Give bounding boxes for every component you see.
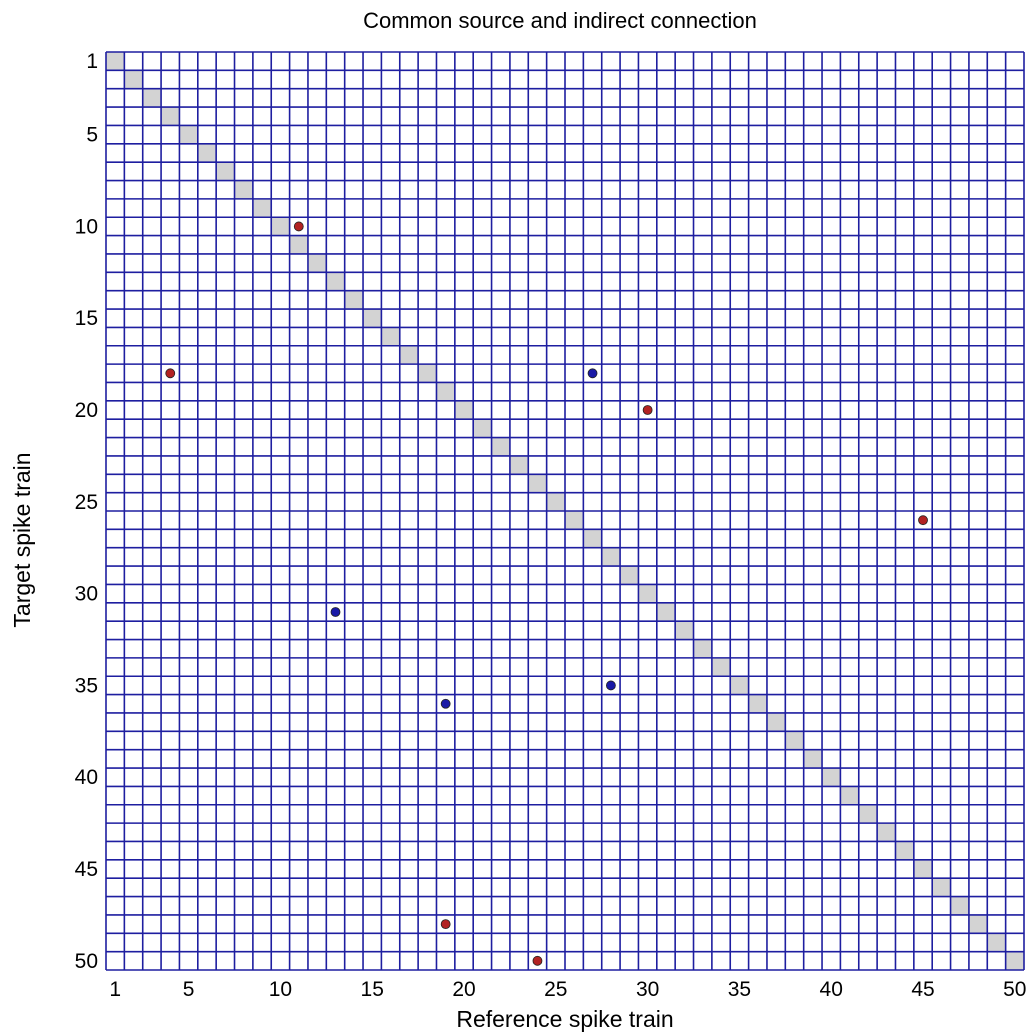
x-tick-label: 15 <box>361 978 384 1001</box>
diagonal-cell <box>234 180 253 199</box>
diagonal-cell <box>473 419 492 438</box>
data-point <box>587 368 598 379</box>
x-tick-label: 25 <box>544 978 567 1001</box>
data-point <box>293 221 304 232</box>
diagonal-cell <box>638 584 657 603</box>
y-tick-label: 40 <box>75 766 98 789</box>
diagonal-cell <box>785 731 804 750</box>
diagonal-cell <box>454 400 474 420</box>
y-tick-label: 15 <box>75 307 98 330</box>
diagonal-cell <box>161 107 180 126</box>
data-point <box>642 405 653 415</box>
x-tick-labels: 1 5 10 15 20 25 30 35 40 45 50 <box>109 978 1026 1001</box>
diagonal-cell <box>693 639 712 658</box>
diagonal-cell <box>675 621 694 640</box>
diagonal-cell <box>491 437 510 456</box>
diagonal-cell <box>822 768 841 787</box>
diagonal-cell <box>913 859 933 879</box>
diagonal-cell <box>344 290 364 310</box>
diagonal-cell <box>271 217 290 236</box>
y-tick-label: 35 <box>75 674 98 697</box>
diagonal-cell <box>216 162 235 181</box>
diagonal-cell <box>895 841 914 860</box>
data-point <box>440 919 451 929</box>
diagonal-cell <box>656 602 676 622</box>
x-tick-label: 10 <box>269 978 292 1001</box>
x-tick-label: 45 <box>911 978 934 1001</box>
diagonal-cells <box>106 52 1024 970</box>
diagonal-cell <box>877 823 896 842</box>
y-tick-label: 10 <box>75 215 98 238</box>
x-tick-label: 50 <box>1003 978 1026 1001</box>
diagonal-cell <box>840 786 859 805</box>
diagonal-cell <box>766 712 786 732</box>
x-axis-label: Reference spike train <box>456 1006 673 1032</box>
diagonal-cell <box>583 529 602 548</box>
grid <box>105 51 1025 971</box>
diagonal-cell <box>950 896 969 915</box>
data-point <box>165 368 176 379</box>
diagonal-cell <box>399 345 419 365</box>
x-tick-label: 30 <box>636 978 659 1001</box>
data-point <box>532 955 543 966</box>
x-tick-label: 20 <box>452 978 475 1001</box>
diagonal-cell <box>509 455 529 475</box>
x-tick-label: 5 <box>183 978 195 1001</box>
y-tick-label: 45 <box>75 858 98 881</box>
diagonal-cell <box>326 272 345 291</box>
diagonal-cell <box>968 914 988 934</box>
diagonal-cell <box>289 235 308 254</box>
diagonal-cell <box>381 327 400 346</box>
diagonal-cell <box>197 143 217 163</box>
data-point <box>606 680 616 691</box>
x-tick-label: 40 <box>820 978 843 1001</box>
diagonal-cell <box>1005 951 1024 970</box>
x-tick-label: 1 <box>109 978 121 1001</box>
diagonal-cell <box>106 52 125 71</box>
diagonal-cell <box>711 657 731 677</box>
diagonal-cell <box>748 694 767 713</box>
x-tick-label: 35 <box>728 978 751 1001</box>
diagonal-cell <box>436 382 455 401</box>
diagonal-cell <box>803 749 823 769</box>
data-point <box>918 515 928 526</box>
y-tick-label: 50 <box>75 950 98 973</box>
diagonal-cell <box>363 309 382 328</box>
diagonal-cell <box>418 364 437 383</box>
data-point <box>440 698 451 709</box>
y-tick-label: 30 <box>75 583 98 606</box>
diagonal-cell <box>142 88 162 108</box>
chart-title: Common source and indirect connection <box>363 8 757 33</box>
y-axis-label: Target spike train <box>9 452 35 627</box>
diagonal-cell <box>601 547 621 567</box>
y-tick-label: 20 <box>75 399 98 422</box>
y-tick-label: 5 <box>86 124 98 147</box>
diagonal-cell <box>565 511 584 530</box>
diagonal-cell <box>987 933 1006 952</box>
diagonal-cell <box>307 253 327 273</box>
diagonal-cell <box>546 492 565 511</box>
diagonal-cell <box>252 198 272 218</box>
data-points <box>165 221 928 966</box>
diagonal-cell <box>620 566 639 585</box>
diagonal-cell <box>179 125 198 144</box>
diagonal-cell <box>730 676 749 695</box>
y-tick-label: 1 <box>86 50 98 73</box>
data-point <box>330 607 341 617</box>
diagonal-cell <box>932 878 951 897</box>
diagonal-cell <box>858 804 878 824</box>
y-tick-label: 25 <box>75 491 98 514</box>
diagonal-cell <box>528 474 547 493</box>
diagonal-cell <box>124 70 143 89</box>
